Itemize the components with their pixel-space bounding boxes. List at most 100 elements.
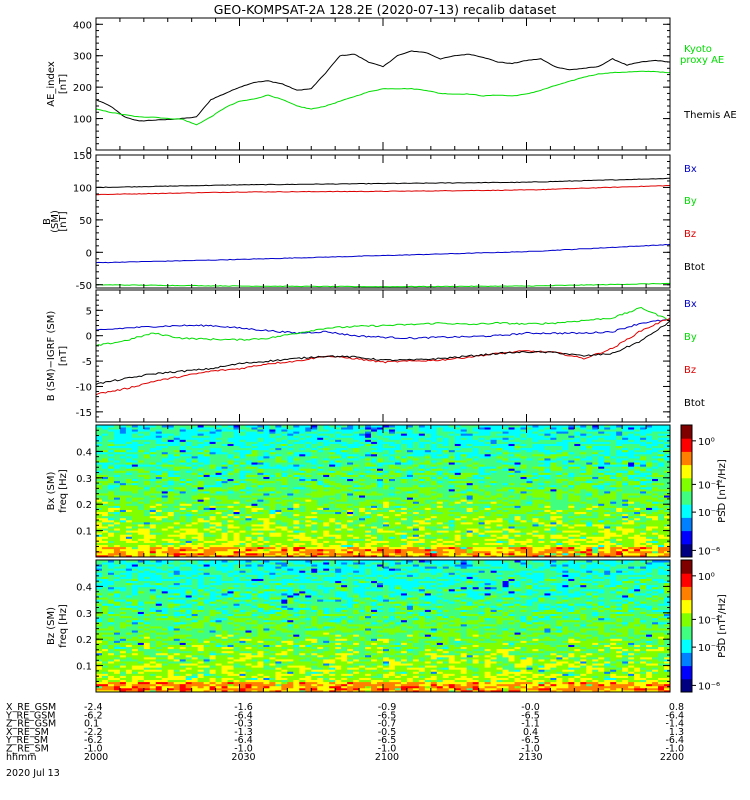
spectrogram-cell	[203, 546, 211, 550]
spectrogram-cell	[185, 443, 193, 447]
spectrogram-cell	[233, 538, 240, 541]
spectrogram-cell	[167, 503, 175, 506]
spectrogram-cell	[263, 548, 270, 552]
spectrogram-cell	[185, 495, 193, 498]
spectrogram-cell	[173, 427, 181, 430]
spectrogram-cell	[311, 445, 318, 449]
spectrogram-cell	[263, 550, 270, 554]
spectrogram-cell	[371, 486, 378, 490]
spectrogram-cell	[107, 468, 115, 471]
spectrogram-cell	[167, 478, 175, 482]
spectrogram-cell	[221, 488, 228, 492]
spectrogram-cell	[185, 517, 193, 521]
spectrogram-cell	[269, 534, 276, 537]
spectrogram-cell	[281, 458, 288, 461]
spectrogram-cell	[347, 554, 354, 558]
spectrogram-cell	[239, 550, 246, 554]
spectrogram-cell	[101, 439, 109, 442]
spectrogram-cell	[131, 528, 139, 531]
spectrogram-cell	[119, 435, 127, 438]
spectrogram-cell	[191, 544, 199, 548]
spectrogram-cell	[353, 550, 360, 554]
spectrogram-cell	[335, 458, 342, 461]
spectrogram-cell	[149, 486, 157, 490]
spectrogram-cell	[161, 476, 169, 480]
spectrogram-cell	[119, 429, 127, 432]
spectrogram-cell	[113, 519, 121, 523]
spectrogram-cell	[161, 536, 169, 539]
spectrogram-cell	[203, 449, 211, 453]
spectrogram-cell	[161, 530, 169, 533]
spectrogram-cell	[335, 554, 342, 558]
spectrogram-cell	[119, 466, 127, 469]
spectrogram-cell	[299, 453, 306, 457]
spectrogram-cell	[269, 476, 276, 480]
spectrogram-cell	[335, 427, 342, 430]
spectrogram-cell	[335, 478, 342, 482]
spectrogram-cell	[137, 550, 145, 554]
spectrogram-cell	[221, 458, 228, 461]
spectrogram-cell	[323, 491, 330, 494]
spectrogram-cell	[347, 552, 354, 556]
spectrogram-cell	[131, 499, 139, 502]
spectrogram-cell	[239, 503, 246, 506]
spectrogram-cell	[167, 542, 175, 546]
spectrogram-cell	[257, 503, 264, 506]
spectrogram-cell	[287, 546, 294, 550]
spectrogram-cell	[209, 455, 216, 459]
spectrogram-cell	[335, 435, 342, 438]
spectrogram-cell	[329, 482, 336, 486]
spectrogram-cell	[143, 515, 151, 519]
spectrogram-cell	[191, 437, 199, 440]
spectrogram-cell	[287, 468, 294, 471]
spectrogram-cell	[233, 449, 240, 453]
spectrogram-cell	[167, 536, 175, 539]
spectrogram-cell	[131, 441, 139, 444]
spectrogram-cell	[251, 445, 258, 449]
spectrogram-cell	[371, 538, 378, 541]
spectrogram-cell	[377, 447, 384, 451]
spectrogram-cell	[197, 439, 205, 442]
spectrogram-cell	[371, 482, 378, 486]
spectrogram-cell	[185, 468, 193, 471]
spectrogram-cell	[257, 540, 264, 543]
spectrogram-cell	[233, 439, 240, 442]
spectrogram-cell	[167, 513, 175, 517]
spectrogram-cell	[323, 519, 330, 523]
spectrogram-cell	[281, 542, 288, 546]
spectrogram-cell	[251, 497, 258, 500]
spectrogram-cell	[197, 501, 205, 504]
spectrogram-cell	[245, 449, 252, 453]
spectrogram-cell	[311, 488, 318, 492]
spectrogram-cell	[329, 524, 336, 527]
spectrogram-cell	[305, 439, 312, 442]
spectrogram-cell	[119, 497, 127, 500]
spectrogram-cell	[113, 511, 121, 515]
spectrogram-cell	[353, 441, 360, 444]
spectrogram-cell	[251, 482, 258, 486]
spectrogram-cell	[245, 515, 252, 519]
spectrogram-cell	[125, 425, 133, 428]
spectrogram-cell	[335, 550, 342, 554]
spectrogram-cell	[263, 462, 270, 465]
spectrogram-cell	[233, 509, 240, 513]
spectrogram-cell	[143, 455, 151, 459]
spectrogram-cell	[305, 425, 312, 428]
spectrogram-cell	[227, 464, 234, 467]
spectrogram-cell	[125, 546, 133, 550]
spectrogram-cell	[347, 493, 354, 496]
spectrogram-cell	[113, 470, 121, 473]
spectrogram-cell	[388, 462, 396, 465]
spectrogram-cell	[119, 431, 127, 434]
spectrogram-cell	[251, 451, 258, 455]
spectrogram-cell	[275, 542, 282, 546]
spectrogram-cell	[263, 455, 270, 459]
spectrogram-cell	[383, 507, 390, 510]
spectrogram-cell	[257, 521, 264, 525]
spectrogram-cell	[107, 526, 115, 529]
spectrogram-cell	[161, 548, 169, 552]
spectrogram-cell	[221, 484, 228, 488]
spectrogram-cell	[215, 476, 222, 480]
spectrogram-cell	[227, 462, 234, 465]
